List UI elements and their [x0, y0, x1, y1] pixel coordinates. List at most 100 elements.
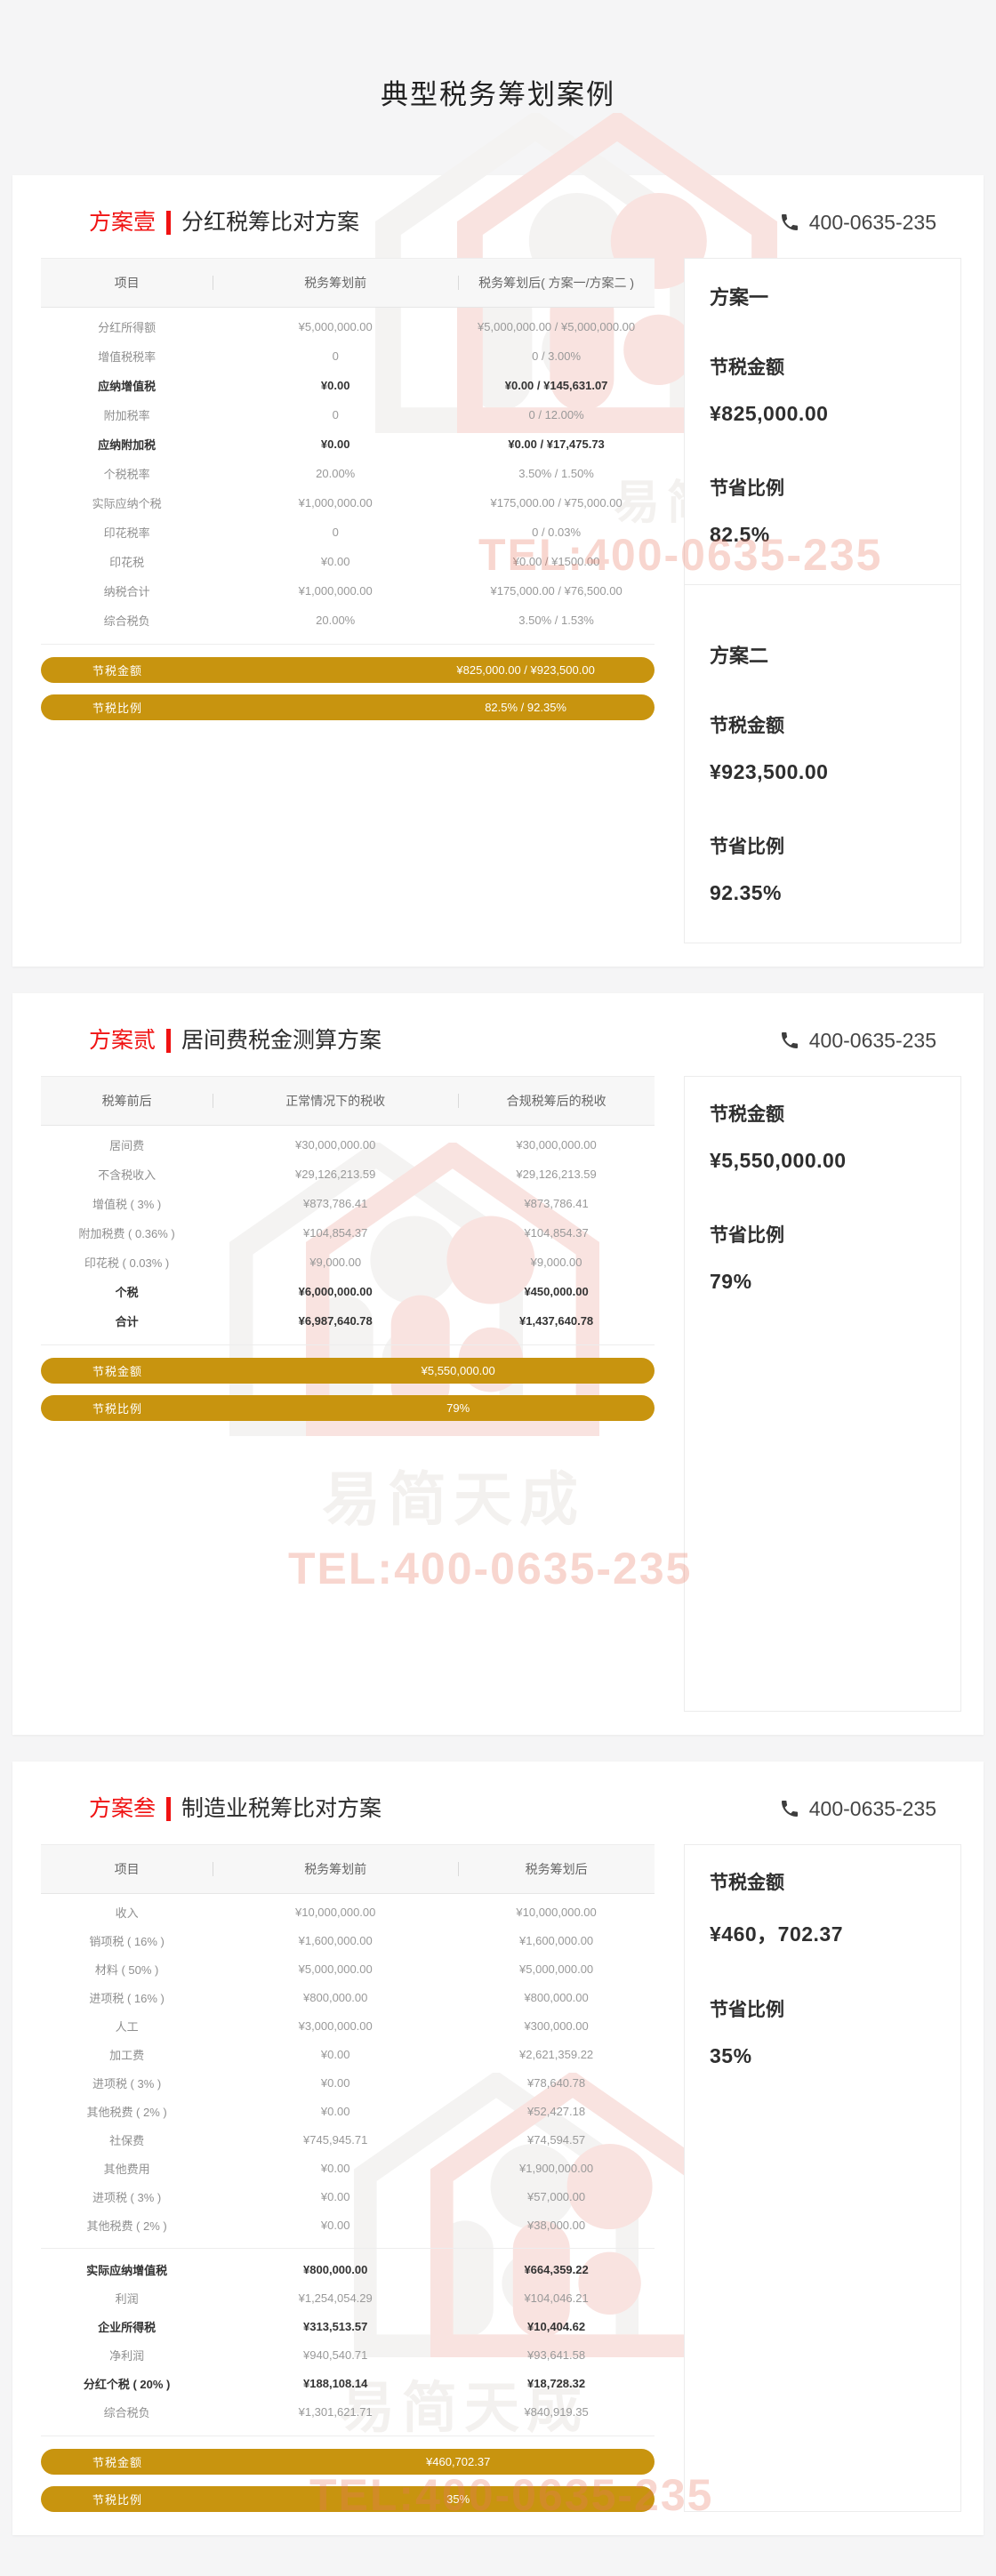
table-row: 印花税 ( 0.03% ) ¥9,000.00 ¥9,000.00 — [41, 1248, 655, 1277]
value-before: 20.00% — [316, 466, 356, 480]
plan-tag: 方案贰 — [89, 1027, 157, 1053]
table-header-cell: 项目 — [114, 275, 140, 290]
phone-number[interactable]: 400-0635-235 — [779, 1029, 936, 1053]
summary-bar: 节税比例 82.5% / 92.35% — [41, 694, 655, 720]
table-row: 综合税负 ¥1,301,621.71 ¥840,919.35 — [41, 2398, 655, 2427]
table-body: 收入 ¥10,000,000.00 ¥10,000,000.00 销项税 ( 1… — [41, 1894, 655, 2427]
value-after: ¥0.00 / ¥145,631.07 — [504, 378, 608, 392]
row-label: 增值税税率 — [98, 349, 157, 364]
value-before: ¥1,600,000.00 — [298, 1934, 373, 1948]
summary-bars: 节税金额 ¥5,550,000.00 节税比例 79% — [41, 1344, 655, 1421]
table-row: 进项税 ( 3% ) ¥0.00 ¥57,000.00 — [41, 2183, 655, 2211]
plan-title: 制造业税筹比对方案 — [181, 1795, 382, 1821]
row-label: 印花税率 — [103, 526, 150, 540]
table-header-cell: 项目 — [114, 1861, 140, 1876]
value-after: ¥800,000.00 — [524, 1991, 589, 2005]
value-before: ¥313,513.57 — [303, 2320, 368, 2334]
value-before: ¥104,854.37 — [303, 1225, 368, 1240]
phone-number-text: 400-0635-235 — [808, 210, 936, 234]
value-before: ¥800,000.00 — [303, 2263, 368, 2277]
row-label: 附加税率 — [103, 408, 150, 422]
value-before: ¥0.00 — [320, 2219, 350, 2233]
summary-bar-value: 35% — [446, 2492, 470, 2506]
row-label: 个税 — [115, 1285, 139, 1299]
value-before: ¥1,301,621.71 — [298, 2405, 373, 2420]
table-row: 综合税负 20.00% 3.50% / 1.53% — [41, 606, 655, 635]
value-after: ¥300,000.00 — [524, 2019, 589, 2034]
row-label: 加工费 — [109, 2049, 145, 2063]
value-after: ¥93,641.58 — [527, 2348, 586, 2363]
table-header-cell: 税务筹划前 — [213, 274, 458, 292]
value-after: ¥664,359.22 — [524, 2263, 589, 2277]
table-row: 不含税收入 ¥29,126,213.59 ¥29,126,213.59 — [41, 1160, 655, 1189]
panel-metric: 节省比例 79% — [710, 1221, 936, 1294]
table-row: 增值税税率 0 0 / 3.00% — [41, 341, 655, 371]
row-label: 不含税收入 — [98, 1168, 157, 1182]
comparison-table: 项目 税务筹划前 税务筹划后 收入 ¥10,000,000.00 ¥10,000… — [41, 1843, 655, 2512]
panel-metric: 节税金额 ¥923,500.00 — [710, 711, 936, 784]
phone-icon — [781, 214, 798, 231]
panel-block: 节税金额 ¥460，702.37 节省比例 35% — [685, 1845, 960, 2106]
table-header-cell: 税务筹划后( 方案一/方案二 ) — [458, 274, 655, 292]
comparison-table: 项目 税务筹划前 税务筹划后( 方案一/方案二 ) 分红所得额 ¥5,000,0… — [41, 257, 655, 943]
value-after: ¥18,728.32 — [527, 2377, 586, 2391]
table-row: 增值税 ( 3% ) ¥873,786.41 ¥873,786.41 — [41, 1189, 655, 1218]
metric-label: 节税金额 — [710, 1872, 784, 1893]
row-label: 增值税 ( 3% ) — [92, 1197, 162, 1211]
value-before: ¥0.00 — [320, 437, 350, 451]
panel-metric: 节税金额 ¥5,550,000.00 — [710, 1100, 936, 1173]
panel-metric: 节税金额 ¥825,000.00 — [710, 353, 936, 426]
metric-value: 82.5% — [710, 522, 770, 546]
summary-bars: 节税金额 ¥825,000.00 / ¥923,500.00 节税比例 82.5… — [41, 643, 655, 720]
summary-bars: 节税金额 ¥460,702.37 节税比例 35% — [41, 2435, 655, 2512]
value-after: ¥10,404.62 — [527, 2320, 586, 2334]
value-before: ¥1,000,000.00 — [298, 583, 373, 598]
row-label: 居间费 — [109, 1138, 145, 1152]
plan-tag: 方案叁 — [89, 1795, 157, 1821]
summary-bar-label: 节税金额 — [92, 1364, 143, 1378]
metric-label: 节省比例 — [710, 1224, 784, 1246]
plan-card: 易简天成 TEL:400-0635-235 方案贰 居间费税金测算方案 400-… — [12, 992, 984, 1735]
metric-value: 92.35% — [710, 880, 783, 904]
metric-value: ¥5,550,000.00 — [710, 1148, 847, 1172]
value-after: ¥10,000,000.00 — [516, 1906, 597, 1920]
table-row: 其他费用 ¥0.00 ¥1,900,000.00 — [41, 2155, 655, 2183]
value-before: ¥0.00 — [320, 2048, 350, 2062]
table-header-cell: 税筹前后 — [101, 1093, 152, 1108]
table-row: 人工 ¥3,000,000.00 ¥300,000.00 — [41, 2012, 655, 2041]
row-label: 社保费 — [109, 2134, 145, 2148]
panel-block: 方案一 节税金额 ¥825,000.00 节省比例 82.5% — [685, 259, 960, 584]
value-before: ¥745,945.71 — [303, 2133, 368, 2147]
value-after: 0 / 12.00% — [528, 407, 584, 421]
phone-icon — [781, 1801, 798, 1818]
phone-number[interactable]: 400-0635-235 — [779, 1797, 936, 1821]
table-row: 实际应纳增值税 ¥800,000.00 ¥664,359.22 — [41, 2256, 655, 2284]
metric-value: ¥825,000.00 — [710, 401, 829, 425]
summary-bar-value: ¥460,702.37 — [426, 2454, 491, 2468]
value-before: ¥0.00 — [320, 2190, 350, 2204]
metric-label: 节省比例 — [710, 836, 784, 857]
row-label: 附加税费 ( 0.36% ) — [78, 1226, 175, 1240]
plan-title: 分红税筹比对方案 — [181, 209, 360, 235]
summary-bar: 节税比例 35% — [41, 2485, 655, 2512]
table-row: 销项税 ( 16% ) ¥1,600,000.00 ¥1,600,000.00 — [41, 1927, 655, 1955]
phone-number[interactable]: 400-0635-235 — [779, 211, 936, 235]
phone-icon — [781, 1032, 798, 1049]
row-label: 人工 — [115, 2020, 139, 2034]
table-row: 实际应纳个税 ¥1,000,000.00 ¥175,000.00 / ¥75,0… — [41, 488, 655, 518]
value-before: ¥6,000,000.00 — [298, 1284, 373, 1298]
row-label: 收入 — [115, 1906, 139, 1921]
value-after: ¥5,000,000.00 / ¥5,000,000.00 — [478, 319, 636, 333]
table-header-cell: 正常情况下的税收 — [213, 1092, 458, 1110]
value-after: ¥29,126,213.59 — [516, 1167, 597, 1181]
summary-bar-label: 节税比例 — [92, 1401, 143, 1416]
row-label: 企业所得税 — [98, 2321, 157, 2335]
value-before: ¥0.00 — [320, 554, 350, 568]
value-before: ¥5,000,000.00 — [298, 319, 373, 333]
value-after: ¥104,854.37 — [524, 1225, 589, 1240]
value-before: ¥1,254,054.29 — [298, 2291, 373, 2306]
red-divider — [166, 1028, 172, 1053]
table-row: 印花税 ¥0.00 ¥0.00 / ¥1500.00 — [41, 547, 655, 576]
summary-bar-value: ¥5,550,000.00 — [421, 1363, 495, 1377]
comparison-table: 税筹前后 正常情况下的税收 合规税筹后的税收 居间费 ¥30,000,000.0… — [41, 1075, 655, 1712]
